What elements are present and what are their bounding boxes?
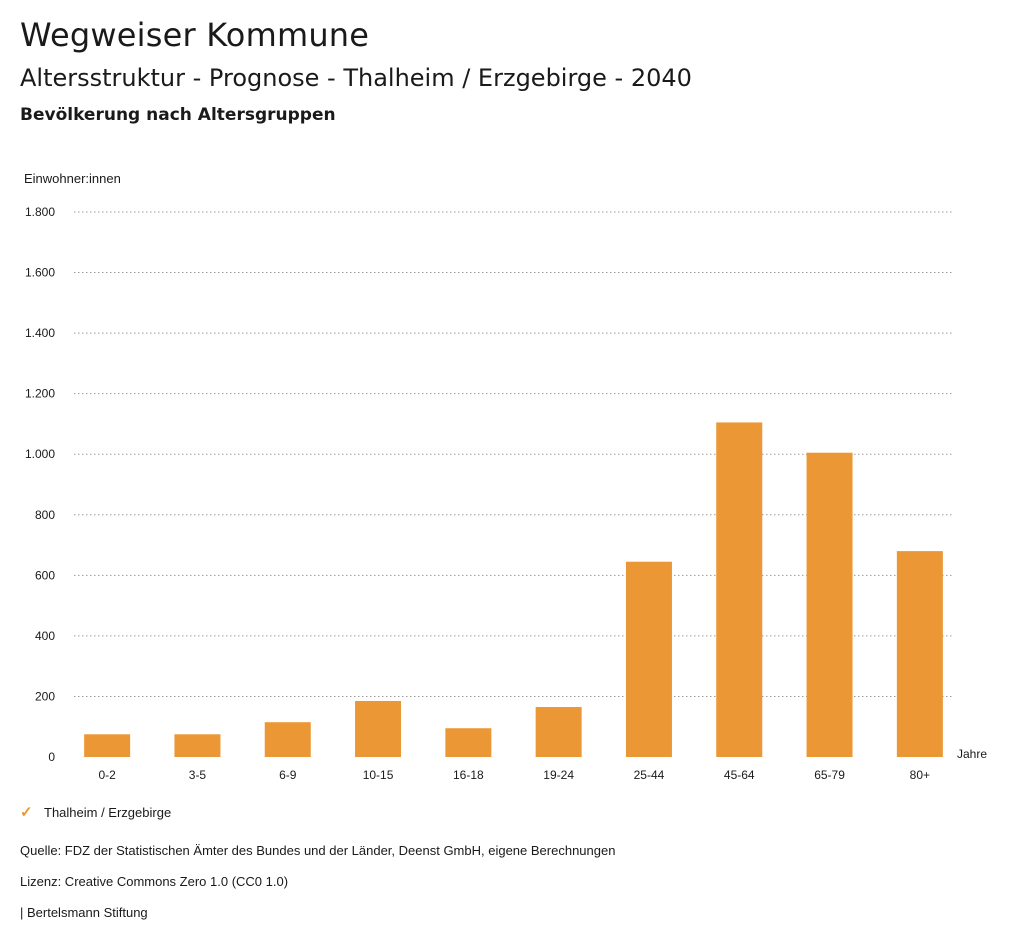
- x-tick-label: 10-15: [363, 768, 394, 782]
- bar-65-79[interactable]: [806, 452, 853, 757]
- x-tick-label: 3-5: [189, 768, 207, 782]
- source-note: Quelle: FDZ der Statistischen Ämter des …: [20, 843, 616, 858]
- y-tick-label: 600: [35, 568, 55, 582]
- y-tick-label: 1.400: [25, 326, 55, 340]
- legend-label: Thalheim / Erzgebirge: [44, 804, 172, 820]
- x-tick-label: 19-24: [543, 768, 574, 782]
- bar-3-5[interactable]: [174, 734, 221, 757]
- y-tick-label: 400: [35, 629, 55, 643]
- y-axis-ticks: 0 200 400 600 800 1.000 1.200 1.400 1.600 1.800: [25, 205, 55, 764]
- x-tick-label: 0-2: [98, 768, 116, 782]
- check-icon: ✓: [20, 804, 33, 821]
- bar-10-15[interactable]: [355, 700, 402, 757]
- x-tick-label: 45-64: [724, 768, 755, 782]
- chart-title: Bevölkerung nach Altersgruppen: [20, 105, 336, 125]
- x-axis-ticks: 0-2 3-5 6-9 10-15 16-18 19-24 25-44 45-64 65-79 8…: [98, 768, 930, 782]
- page-title: Wegweiser Kommune: [20, 16, 370, 54]
- bar-25-44[interactable]: [625, 561, 672, 757]
- bar-6-9[interactable]: [264, 722, 311, 757]
- legend-item[interactable]: ✓ Thalheim / Erzgebirge: [20, 803, 171, 821]
- bar-0-2[interactable]: [84, 734, 131, 757]
- y-tick-label: 1.000: [25, 447, 55, 461]
- bars: [84, 422, 943, 757]
- y-tick-label: 800: [35, 508, 55, 522]
- y-tick-label: 1.600: [25, 266, 55, 280]
- bar-80+[interactable]: [896, 551, 943, 757]
- bar-45-64[interactable]: [716, 422, 763, 757]
- x-tick-label: 16-18: [453, 768, 484, 782]
- y-tick-label: 0: [48, 750, 55, 764]
- y-tick-label: 1.800: [25, 205, 55, 219]
- bar-19-24[interactable]: [535, 707, 582, 757]
- x-tick-label: 6-9: [279, 768, 297, 782]
- x-tick-label: 25-44: [634, 768, 665, 782]
- license-note: Lizenz: Creative Commons Zero 1.0 (CC0 1…: [20, 874, 289, 889]
- y-tick-label: 1.200: [25, 387, 55, 401]
- x-axis-label: Jahre: [957, 747, 987, 761]
- y-axis-label: Einwohner:innen: [24, 171, 121, 186]
- chart-subtitle: Altersstruktur - Prognose - Thalheim / E…: [20, 64, 692, 92]
- grid-lines: [74, 211, 953, 697]
- organization-note: | Bertelsmann Stiftung: [20, 905, 148, 920]
- y-tick-label: 200: [35, 689, 55, 703]
- bar-chart: 0 200 400 600 800 1.000 1.200 1.400 1.600 1.800 0…: [25, 205, 987, 782]
- x-tick-label: 65-79: [814, 768, 845, 782]
- bar-16-18[interactable]: [445, 728, 492, 757]
- x-tick-label: 80+: [910, 768, 930, 782]
